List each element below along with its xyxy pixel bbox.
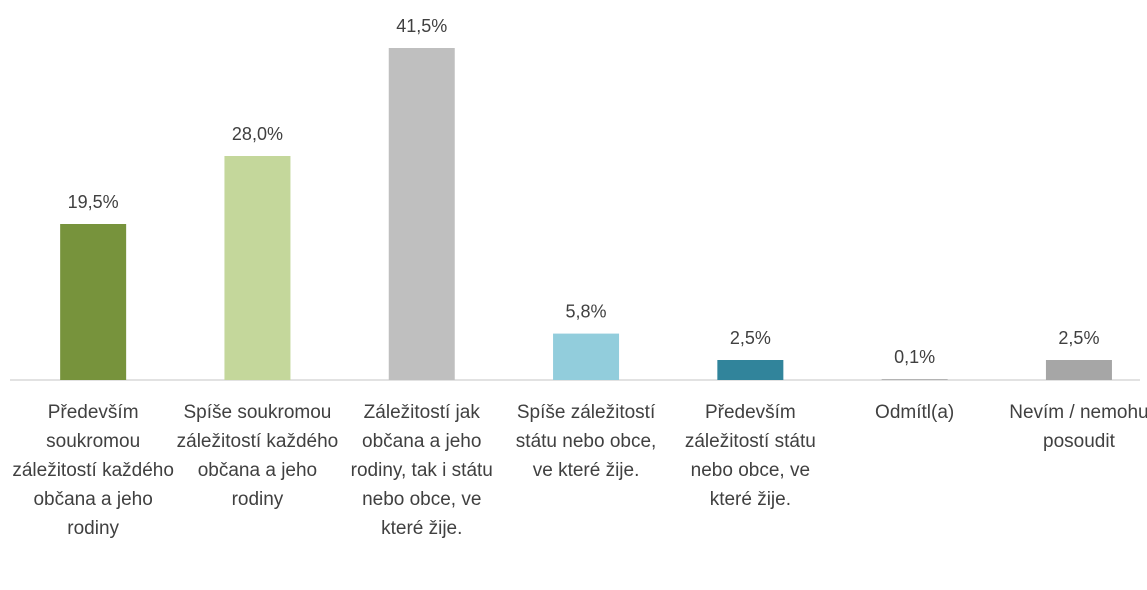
- value-label: 2,5%: [730, 328, 771, 348]
- bar: [1045, 360, 1112, 380]
- x-tick-label: Především soukromou záležitostí každého …: [12, 402, 174, 539]
- x-tick-label: Spíše záležitostí státu nebo obce, ve kt…: [515, 402, 657, 481]
- bar: [881, 379, 948, 380]
- value-label: 19,5%: [68, 192, 119, 212]
- value-label: 41,5%: [396, 16, 447, 36]
- bar: [60, 224, 127, 380]
- bar: [388, 48, 455, 380]
- value-label: 2,5%: [1058, 328, 1099, 348]
- x-tick-label: Spíše soukromou záležitostí každého obča…: [176, 402, 339, 510]
- value-label: 5,8%: [566, 302, 607, 322]
- x-tick-label: Odmítl(a): [875, 402, 955, 423]
- bar: [717, 360, 784, 380]
- x-tick-label: Nevím / nemohu posoudit: [1009, 402, 1147, 452]
- x-tick-label: Především záležitostí státu nebo obce, v…: [684, 402, 816, 510]
- bar: [224, 156, 291, 380]
- value-label: 28,0%: [232, 124, 283, 144]
- x-tick-label: Záležitostí jak občana a jeho rodiny, ta…: [350, 402, 493, 539]
- value-label: 0,1%: [894, 347, 935, 367]
- bar: [553, 333, 620, 380]
